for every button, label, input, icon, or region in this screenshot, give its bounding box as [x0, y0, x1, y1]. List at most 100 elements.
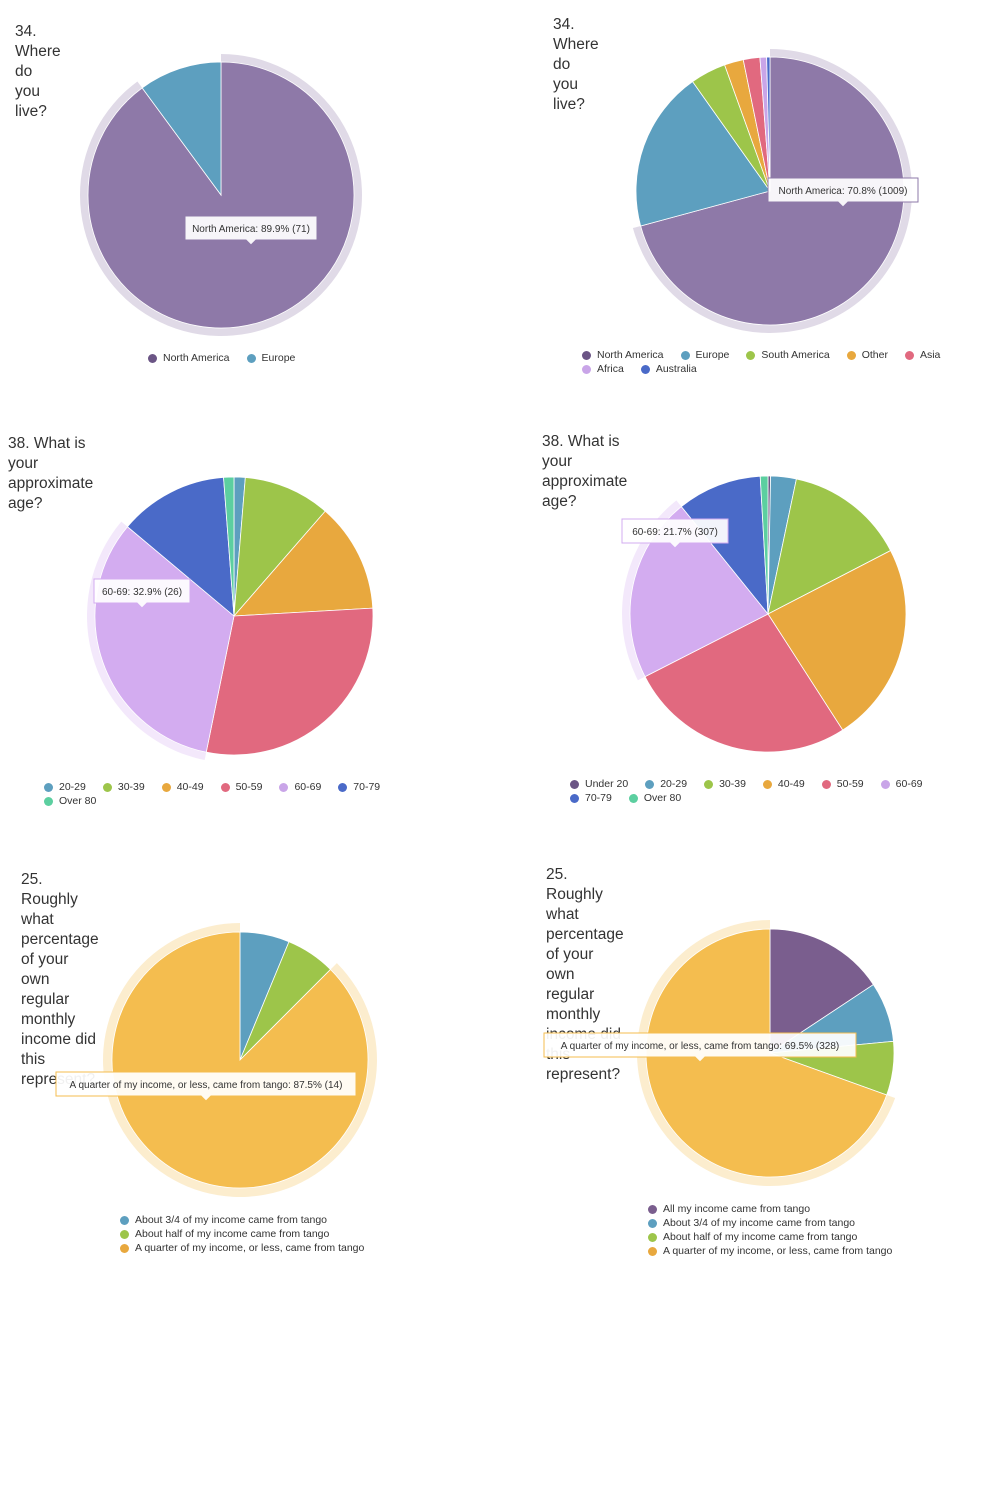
legend-item-a-quarter-of-my-income-or-less-came-from-tango[interactable]: A quarter of my income, or less, came fr…: [648, 1244, 892, 1258]
legend-swatch-icon: [640, 364, 650, 374]
legend-swatch-icon: [120, 1229, 129, 1239]
slice-tooltip: North America: 70.8% (1009): [767, 177, 919, 208]
pie-slice-70-79[interactable]: [126, 476, 235, 617]
pie-slice-europe[interactable]: [635, 81, 771, 227]
legend-label: 30-39: [719, 778, 746, 790]
legend-swatch-icon: [680, 350, 690, 360]
legend-item-about-3-4-of-my-income-came-from-tango[interactable]: About 3/4 of my income came from tango: [648, 1216, 855, 1230]
pie-slice-halo: [87, 521, 207, 761]
legend-label: Asia: [919, 349, 941, 361]
legend-item-20-29[interactable]: 20-29: [44, 780, 86, 794]
pie-slice-over-80[interactable]: [223, 476, 235, 617]
chart-title: 34. Where do you live?: [15, 22, 61, 122]
legend-swatch-icon: [582, 364, 591, 374]
legend-row: All my income came from tango: [648, 1202, 909, 1216]
legend-label: 40-49: [777, 778, 805, 790]
legend-label: 20-29: [660, 778, 688, 790]
legend-item-australia[interactable]: Australia: [640, 362, 697, 376]
legend-item-north-america[interactable]: North America: [148, 351, 230, 365]
chart-legend: Under 20 20-29 30-39 40-49 50-59 60-69 70-79 Ov…: [570, 777, 940, 805]
legend-label: 40-49: [176, 781, 204, 793]
legend-item-about-half-of-my-income-came-from-tango[interactable]: About half of my income came from tango: [648, 1230, 857, 1244]
legend-swatch-icon: [44, 796, 53, 806]
legend-label: South America: [761, 349, 830, 361]
legend-label: A quarter of my income, or less, came fr…: [663, 1245, 893, 1257]
legend-swatch-icon: [648, 1246, 657, 1256]
pie-slice-a-quarter-of-my-income-or-less-came-from-tango[interactable]: [111, 931, 369, 1189]
chart-title: 25. Roughly what percentage of your own …: [546, 865, 624, 1085]
tooltip-box: [621, 518, 729, 549]
legend-swatch-icon: [648, 1204, 657, 1214]
legend-item-europe[interactable]: Europe: [246, 351, 295, 365]
legend-item-a-quarter-of-my-income-or-less-came-from-tango[interactable]: A quarter of my income, or less, came fr…: [120, 1241, 364, 1255]
pie-slice-over-80[interactable]: [759, 475, 769, 615]
legend-item-60-69[interactable]: 60-69: [880, 777, 923, 791]
legend-swatch-icon: [821, 779, 831, 789]
legend-row: A quarter of my income, or less, came fr…: [120, 1241, 381, 1255]
pie-slice-30-39[interactable]: [767, 478, 892, 615]
pie-slice-50-59[interactable]: [644, 613, 844, 753]
pie-chart[interactable]: A quarter of my income, or less, came fr…: [0, 0, 998, 1260]
pie-slice-50-59[interactable]: [205, 607, 374, 756]
legend-swatch-icon: [338, 782, 348, 792]
legend-swatch-icon: [904, 350, 914, 360]
pie-slice-40-49[interactable]: [233, 510, 374, 617]
pie-chart[interactable]: North America: 70.8% (1009): [0, 0, 998, 400]
pie-chart[interactable]: North America: 89.9% (71): [0, 0, 998, 400]
legend-swatch-icon: [102, 782, 112, 792]
legend-item-50-59[interactable]: 50-59: [821, 777, 864, 791]
legend-item-europe[interactable]: Europe: [680, 348, 730, 362]
pie-slice-40-49[interactable]: [767, 550, 907, 731]
legend-item-about-3-4-of-my-income-came-from-tango[interactable]: About 3/4 of my income came from tango: [120, 1213, 327, 1227]
legend-item-20-29[interactable]: 20-29: [645, 777, 687, 791]
pie-slice-europe[interactable]: [141, 61, 222, 197]
pie-slice-70-79[interactable]: [680, 475, 769, 616]
pie-slice-all-my-income-came-from-tango[interactable]: [769, 928, 874, 1054]
legend-item-asia[interactable]: Asia: [904, 348, 941, 362]
chart-title-line: 34. Where do you live?: [15, 23, 61, 120]
legend-label: 50-59: [836, 778, 864, 790]
legend-row: North America Europe: [148, 351, 312, 365]
legend-swatch-icon: [648, 1232, 657, 1242]
legend-label: About 3/4 of my income came from tango: [663, 1217, 856, 1229]
pie-slice-australia[interactable]: [766, 56, 771, 192]
legend-item-70-79[interactable]: 70-79: [338, 780, 380, 794]
pie-chart[interactable]: 60-69: 32.9% (26): [0, 0, 998, 830]
chart-title-line: 38. What is your approximate age?: [8, 435, 94, 512]
tooltip-text: 60-69: 21.7% (307): [632, 527, 718, 538]
legend-label: All my income came from tango: [663, 1203, 811, 1215]
legend-item-30-39[interactable]: 30-39: [102, 780, 145, 794]
legend-item-other[interactable]: Other: [846, 348, 888, 362]
pie-chart[interactable]: 60-69: 21.7% (307): [0, 0, 998, 830]
legend-item-over-80[interactable]: Over 80: [628, 791, 681, 805]
legend-row: Under 20 20-29 30-39 40-49 50-59 60-69: [570, 777, 940, 791]
tooltip-box: [767, 177, 919, 208]
legend-item-africa[interactable]: Africa: [582, 362, 624, 376]
legend-label: Europe: [695, 349, 730, 361]
chart-title-line: 38. What is your approximate age?: [542, 433, 628, 510]
legend-item-south-america[interactable]: South America: [746, 348, 830, 362]
legend-label: 50-59: [235, 781, 263, 793]
legend-item-over-80[interactable]: Over 80: [44, 794, 96, 808]
pie-chart[interactable]: A quarter of my income, or less, came fr…: [0, 0, 998, 1260]
legend-item-north-america[interactable]: North America: [582, 348, 664, 362]
pie-slice-30-39[interactable]: [233, 477, 326, 618]
legend-label: North America: [163, 352, 230, 364]
legend-label: 20-29: [59, 781, 86, 793]
legend-item-70-79[interactable]: 70-79: [570, 791, 612, 805]
legend-item-40-49[interactable]: 40-49: [762, 777, 805, 791]
legend-item-under-20[interactable]: Under 20: [570, 777, 628, 791]
legend-label: 30-39: [117, 781, 145, 793]
legend-item-about-half-of-my-income-came-from-tango[interactable]: About half of my income came from tango: [120, 1227, 329, 1241]
legend-swatch-icon: [120, 1243, 129, 1253]
legend-label: Under 20: [585, 778, 629, 790]
legend-label: 70-79: [353, 781, 381, 793]
legend-label: About 3/4 of my income came from tango: [135, 1214, 328, 1226]
legend-swatch-icon: [120, 1215, 129, 1225]
legend-item-50-59[interactable]: 50-59: [220, 780, 263, 794]
legend-item-30-39[interactable]: 30-39: [704, 777, 746, 791]
legend-item-all-my-income-came-from-tango[interactable]: All my income came from tango: [648, 1202, 810, 1216]
legend-item-60-69[interactable]: 60-69: [279, 780, 321, 794]
legend-item-40-49[interactable]: 40-49: [161, 780, 204, 794]
tooltip-text: North America: 70.8% (1009): [779, 186, 908, 197]
